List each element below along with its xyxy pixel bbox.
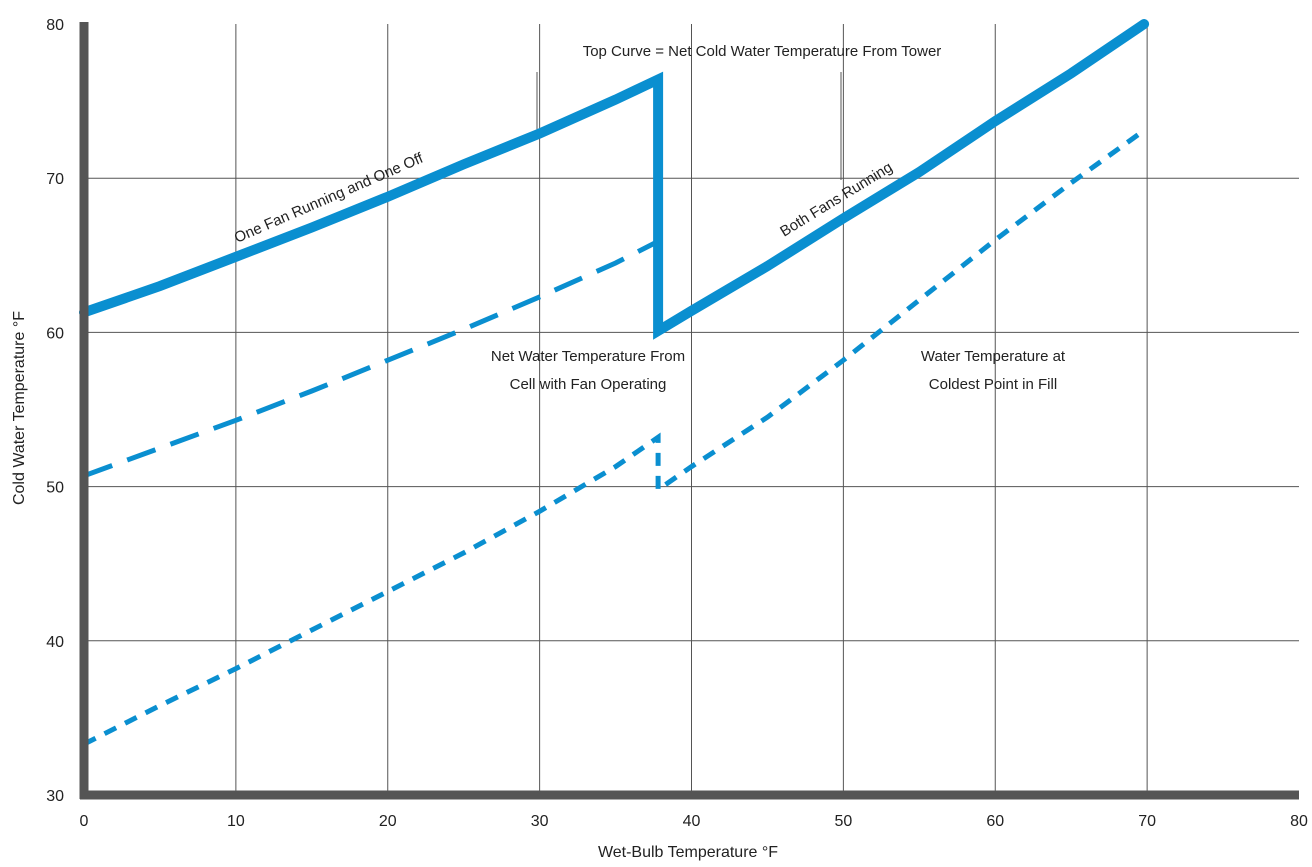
data-series — [79, 19, 1150, 747]
annotation-net-cell-line1: Net Water Temperature From — [491, 348, 685, 365]
x-axis-title: Wet-Bulb Temperature °F — [598, 844, 778, 861]
series-line-short-dash — [82, 128, 1146, 747]
x-tick-label-70: 70 — [1138, 813, 1156, 830]
x-tick-label-60: 60 — [986, 813, 1004, 830]
series-line-long-dash — [83, 239, 660, 479]
y-axis-title: Cold Water Temperature °F — [11, 311, 28, 505]
y-tick-label-30: 30 — [46, 788, 64, 805]
annotation-coldest-line1: Water Temperature at — [921, 348, 1066, 365]
annotation-coldest-line2: Coldest Point in Fill — [929, 376, 1057, 393]
y-tick-label-80: 80 — [46, 17, 64, 34]
axes — [79, 22, 1299, 800]
y-tick-label-60: 60 — [46, 325, 64, 342]
x-tick-label-30: 30 — [531, 813, 549, 830]
annotation-net-cell-line2: Cell with Fan Operating — [510, 376, 667, 393]
x-tick-label-50: 50 — [834, 813, 852, 830]
y-tick-label-40: 40 — [46, 634, 64, 651]
grid-lines — [84, 24, 1299, 795]
series-line-solid-thick — [79, 19, 1150, 340]
y-tick-label-50: 50 — [46, 480, 64, 497]
annotation-leader-lines — [536, 72, 842, 180]
annotation-top-curve: Top Curve = Net Cold Water Temperature F… — [583, 43, 942, 60]
x-tick-label-10: 10 — [227, 813, 245, 830]
x-tick-label-20: 20 — [379, 813, 397, 830]
tick-labels: 0 10 20 30 40 50 60 70 80 30 40 50 60 70 80 — [46, 17, 1308, 830]
x-tick-label-80: 80 — [1290, 813, 1308, 830]
x-tick-label-40: 40 — [683, 813, 701, 830]
x-tick-label-0: 0 — [80, 813, 89, 830]
y-tick-label-70: 70 — [46, 171, 64, 188]
